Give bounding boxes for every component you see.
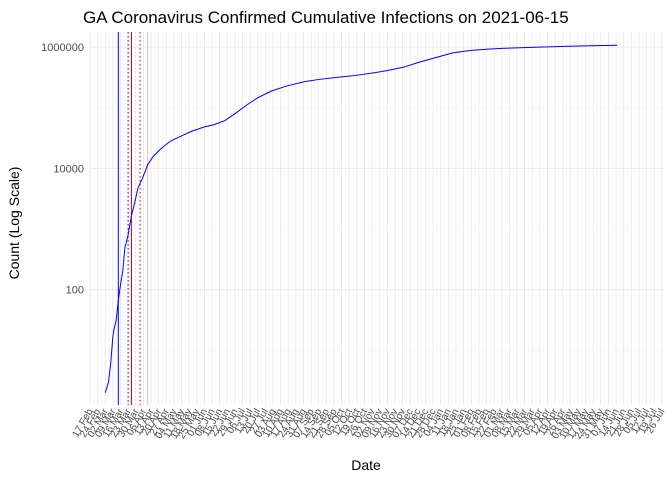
y-axis-title: Count (Log Scale): [6, 167, 22, 280]
series-layer: [104, 44, 618, 393]
chart-title: GA Coronavirus Confirmed Cumulative Infe…: [83, 8, 569, 27]
y-tick-label: 100: [66, 285, 84, 297]
y-tick-labels: 100 10000 1000000: [41, 42, 84, 297]
grid-layer: [89, 32, 664, 405]
series-line: [104, 44, 618, 393]
x-axis-title: Date: [351, 457, 381, 473]
y-tick-label: 10000: [53, 163, 84, 175]
y-tick-label: 1000000: [41, 42, 84, 54]
